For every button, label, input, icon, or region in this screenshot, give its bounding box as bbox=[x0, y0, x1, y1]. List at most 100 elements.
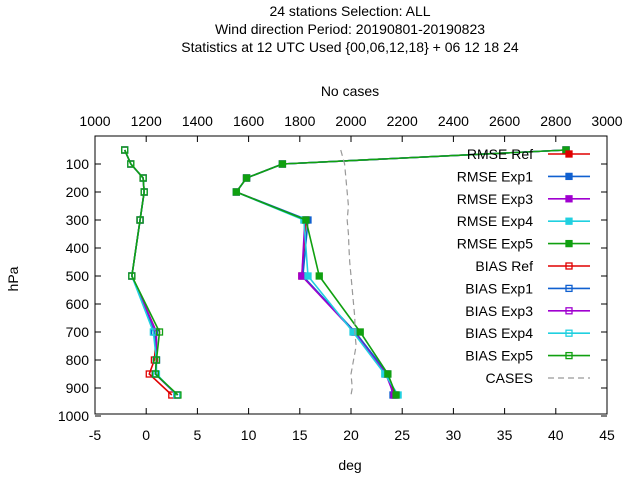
legend-label: BIAS Exp3 bbox=[465, 303, 533, 319]
x-tick-label: 40 bbox=[548, 427, 564, 443]
x2-tick-label: 1200 bbox=[131, 113, 162, 129]
data-point bbox=[304, 272, 312, 280]
x2-axis-label: No cases bbox=[321, 83, 379, 99]
x-tick-label: 5 bbox=[194, 427, 202, 443]
legend-item: RMSE Exp3 bbox=[457, 191, 590, 207]
x2-tick-label: 2800 bbox=[540, 113, 571, 129]
y-axis-label: hPa bbox=[5, 266, 21, 291]
legend-item: BIAS Exp5 bbox=[465, 348, 590, 364]
legend: RMSE Ref RMSE Exp1 RMSE Exp3 RMSE Exp4 RMSE … bbox=[457, 146, 590, 386]
legend-label: BIAS Exp1 bbox=[465, 280, 533, 296]
chart-title: 24 stations Selection: ALL Wind directio… bbox=[181, 3, 519, 55]
data-point bbox=[232, 188, 240, 196]
x-tick-label: 20 bbox=[343, 427, 359, 443]
legend-swatch-marker bbox=[565, 217, 573, 225]
legend-label: RMSE Exp3 bbox=[457, 191, 533, 207]
data-point bbox=[242, 174, 251, 182]
legend-swatch-marker bbox=[565, 172, 573, 181]
legend-swatch-marker bbox=[565, 262, 573, 270]
y-tick-label: 700 bbox=[66, 324, 90, 340]
series-rmse-exp5 bbox=[232, 146, 570, 399]
data-point bbox=[127, 160, 135, 168]
legend-label: RMSE Exp1 bbox=[457, 168, 533, 184]
data-point bbox=[174, 391, 182, 399]
legend-item: BIAS Exp4 bbox=[465, 325, 590, 341]
data-point bbox=[278, 160, 287, 168]
legend-label: RMSE Ref bbox=[467, 146, 533, 162]
y-tick-label: 800 bbox=[66, 352, 90, 368]
y-tick-label: 300 bbox=[66, 212, 90, 228]
data-point bbox=[152, 356, 161, 364]
data-point bbox=[151, 370, 160, 378]
legend-item: BIAS Ref bbox=[475, 258, 590, 274]
legend-label: RMSE Exp4 bbox=[457, 213, 533, 229]
legend-label: BIAS Ref bbox=[475, 258, 533, 274]
x2-tick-label: 3000 bbox=[591, 113, 622, 129]
legend-item: RMSE Ref bbox=[467, 146, 590, 162]
x-tick-label: -5 bbox=[89, 427, 102, 443]
legend-swatch-marker bbox=[565, 239, 573, 248]
title-line-1: 24 stations Selection: ALL bbox=[269, 3, 430, 19]
x2-tick-label: 2000 bbox=[335, 113, 366, 129]
y-tick-label: 500 bbox=[66, 268, 90, 284]
legend-item: CASES bbox=[486, 370, 590, 386]
y-tick-label: 100 bbox=[66, 156, 90, 172]
x-tick-label: 25 bbox=[394, 427, 410, 443]
x2-tick-label: 1800 bbox=[284, 113, 315, 129]
x-tick-label: 35 bbox=[497, 427, 513, 443]
title-line-2: Wind direction Period: 20190801-20190823 bbox=[215, 21, 485, 37]
x-tick-label: 10 bbox=[241, 427, 257, 443]
data-point bbox=[384, 370, 392, 378]
x-tick-label: 15 bbox=[292, 427, 308, 443]
series-bias-exp5 bbox=[121, 146, 182, 399]
legend-item: RMSE Exp1 bbox=[457, 168, 590, 184]
data-point bbox=[392, 391, 400, 399]
y-tick-label: 600 bbox=[66, 296, 90, 312]
legend-label: RMSE Exp5 bbox=[457, 236, 533, 252]
y-tick-label: 200 bbox=[66, 184, 90, 200]
series-line bbox=[340, 149, 357, 396]
data-point bbox=[349, 328, 357, 336]
data-point bbox=[298, 272, 306, 280]
data-point bbox=[302, 216, 310, 224]
axis-ticks: -5 0 5 10 15 20 25 30 35 40 45 1000 1200 1400 1600 1800… bbox=[58, 113, 623, 443]
legend-swatch-marker bbox=[565, 284, 573, 293]
x-axis-label: deg bbox=[338, 457, 361, 473]
series-cases bbox=[340, 149, 357, 396]
legend-item: BIAS Exp1 bbox=[465, 280, 590, 296]
title-line-3: Statistics at 12 UTC Used {00,06,12,18} … bbox=[181, 39, 519, 55]
x2-tick-label: 2600 bbox=[489, 113, 520, 129]
data-point bbox=[155, 328, 164, 336]
legend-swatch-marker bbox=[565, 150, 573, 158]
legend-swatch-marker bbox=[565, 307, 573, 315]
series-line bbox=[123, 149, 179, 396]
series-layer bbox=[121, 146, 570, 399]
x2-tick-label: 2200 bbox=[387, 113, 418, 129]
legend-swatch-marker bbox=[565, 351, 573, 360]
legend-swatch-marker bbox=[565, 195, 573, 203]
legend-item: BIAS Exp3 bbox=[465, 303, 590, 319]
x-tick-label: 30 bbox=[446, 427, 462, 443]
x2-tick-label: 1600 bbox=[233, 113, 264, 129]
y-tick-label: 400 bbox=[66, 240, 90, 256]
y-tick-label: 900 bbox=[66, 380, 90, 396]
data-point bbox=[121, 146, 129, 154]
data-point bbox=[140, 188, 148, 196]
data-point bbox=[139, 174, 147, 182]
data-point bbox=[356, 328, 364, 336]
x2-tick-label: 1000 bbox=[79, 113, 110, 129]
legend-item: RMSE Exp5 bbox=[457, 236, 590, 252]
x2-tick-label: 2400 bbox=[438, 113, 469, 129]
data-point bbox=[128, 272, 136, 280]
legend-item: RMSE Exp4 bbox=[457, 213, 590, 229]
legend-label: BIAS Exp5 bbox=[465, 348, 533, 364]
y-tick-label: 1000 bbox=[58, 408, 89, 424]
legend-label: CASES bbox=[486, 370, 533, 386]
x-tick-label: 45 bbox=[599, 427, 615, 443]
data-point bbox=[315, 272, 323, 280]
legend-label: BIAS Exp4 bbox=[465, 325, 533, 341]
legend-swatch-marker bbox=[565, 329, 573, 337]
x2-tick-label: 1400 bbox=[182, 113, 213, 129]
data-point bbox=[136, 216, 144, 224]
